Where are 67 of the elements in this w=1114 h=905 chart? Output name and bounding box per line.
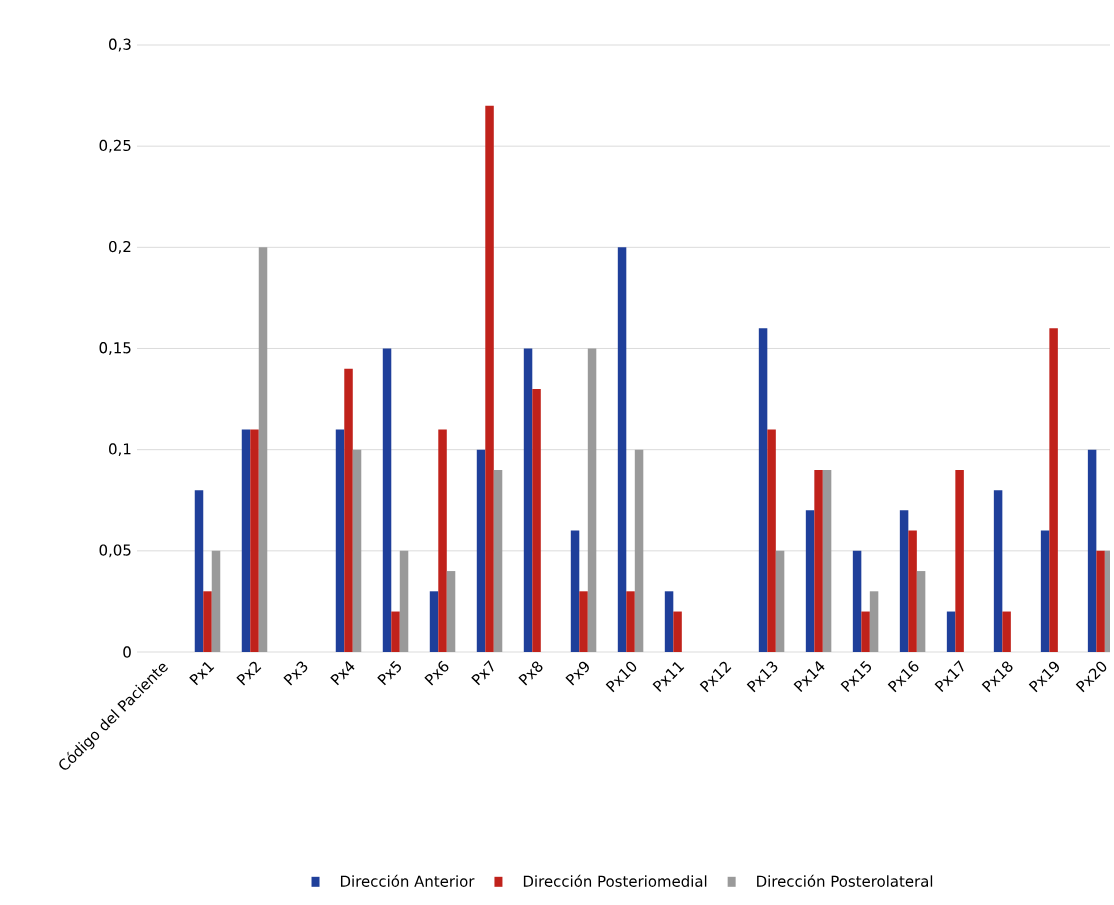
bar bbox=[1040, 530, 1050, 652]
bar bbox=[908, 530, 917, 652]
y-tick-label: 0,05 bbox=[99, 544, 131, 558]
y-tick-label: 0 bbox=[123, 646, 131, 658]
bar bbox=[446, 571, 456, 652]
bar bbox=[916, 571, 926, 652]
bar bbox=[767, 429, 776, 652]
bar bbox=[861, 611, 870, 652]
bar bbox=[532, 388, 541, 652]
bar bbox=[258, 247, 268, 652]
bar bbox=[634, 449, 644, 652]
bar bbox=[493, 469, 503, 652]
bar bbox=[241, 429, 251, 652]
bar bbox=[523, 348, 533, 652]
bar bbox=[211, 550, 221, 652]
bar bbox=[805, 510, 815, 652]
legend-label: Dirección Anterior bbox=[340, 874, 475, 887]
bar bbox=[946, 611, 956, 652]
bar bbox=[382, 348, 392, 652]
y-tick-label: 0,2 bbox=[109, 240, 131, 254]
bar bbox=[250, 429, 259, 652]
x-tick-label: Px3 bbox=[283, 661, 308, 686]
bar bbox=[1096, 550, 1105, 652]
bar bbox=[852, 550, 862, 652]
legend-label: Dirección Posterolateral bbox=[757, 874, 933, 887]
bar bbox=[391, 611, 400, 652]
bar bbox=[899, 510, 909, 652]
bar bbox=[1002, 611, 1011, 652]
bar bbox=[587, 348, 597, 652]
y-tick-label: 0,15 bbox=[99, 342, 131, 355]
x-tick-label: Px1 bbox=[189, 662, 215, 686]
bar bbox=[335, 429, 345, 652]
y-tick-label: 0,1 bbox=[109, 443, 131, 457]
bar bbox=[1049, 328, 1058, 652]
bar bbox=[203, 591, 212, 652]
bar bbox=[476, 449, 486, 652]
bar bbox=[673, 611, 682, 652]
x-tick-label: Px4 bbox=[330, 661, 355, 686]
bar bbox=[822, 469, 832, 652]
x-tick-label: Px2 bbox=[236, 661, 262, 686]
bar bbox=[429, 591, 439, 652]
bar bbox=[570, 530, 580, 652]
bar bbox=[617, 247, 627, 652]
bar bbox=[344, 368, 353, 652]
y-tick-label: 0,25 bbox=[99, 139, 131, 153]
bar bbox=[955, 469, 964, 652]
x-tick-label: Px6 bbox=[424, 660, 449, 686]
x-tick-label: Px9 bbox=[565, 661, 589, 686]
bar bbox=[438, 429, 447, 652]
bar bbox=[485, 105, 494, 652]
bar bbox=[758, 328, 768, 652]
bar bbox=[626, 591, 635, 652]
bar bbox=[814, 469, 823, 652]
bar bbox=[664, 591, 674, 652]
x-tick-label: Px7 bbox=[471, 660, 494, 686]
bar bbox=[352, 449, 362, 652]
x-tick-label: Px5 bbox=[377, 660, 401, 686]
bar bbox=[775, 550, 785, 652]
x-tick-label: Px8 bbox=[518, 661, 543, 686]
bar bbox=[869, 591, 879, 652]
bar bbox=[579, 591, 588, 652]
bar bbox=[1087, 449, 1097, 652]
legend-label: Dirección Posteriomedial bbox=[523, 874, 707, 887]
bar bbox=[399, 550, 409, 652]
y-tick-label: 0,3 bbox=[109, 38, 131, 52]
bar bbox=[993, 490, 1003, 652]
bar bbox=[194, 490, 204, 652]
